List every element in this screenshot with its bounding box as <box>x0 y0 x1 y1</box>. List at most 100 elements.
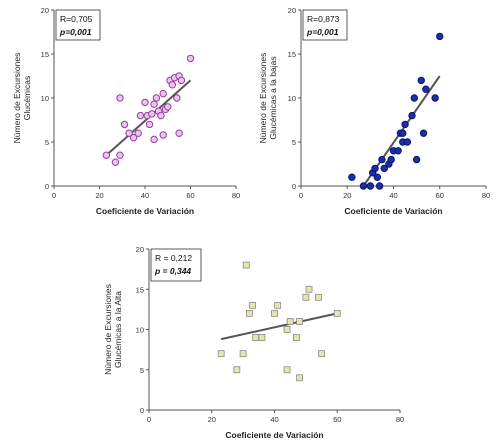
data-point <box>371 164 379 173</box>
data-point <box>366 182 375 190</box>
chart-panel-1: 0 5 10 15 20 0 20 40 60 80 Coeficiente de Variació… <box>12 6 240 216</box>
data-point <box>159 89 167 98</box>
y-tick-label: 20 <box>288 6 296 15</box>
data-point <box>412 155 421 164</box>
data-point <box>116 151 124 159</box>
data-point <box>375 182 384 190</box>
y-tick-label: 10 <box>136 326 144 335</box>
data-point <box>134 129 142 137</box>
data-point <box>186 54 195 63</box>
x-tick-label: 20 <box>95 191 103 200</box>
data-point <box>173 94 181 102</box>
data-point <box>111 158 120 166</box>
data-point <box>436 32 444 41</box>
x-tick-label: 60 <box>333 415 341 424</box>
y-axis-label: Número de ExcursionesGlucémicas <box>12 53 32 144</box>
stats-box <box>302 9 348 41</box>
data-point <box>159 131 167 139</box>
data-point <box>305 285 313 293</box>
y-tick-label: 5 <box>45 138 49 147</box>
y-tick-label: 15 <box>288 50 296 59</box>
data-point <box>348 173 356 181</box>
x-tick-label: 40 <box>389 191 397 200</box>
data-point <box>296 374 304 382</box>
data-point <box>242 261 250 269</box>
data-point <box>403 138 412 146</box>
data-point <box>293 334 300 341</box>
data-point <box>359 182 368 190</box>
data-point <box>150 135 158 144</box>
data-point <box>318 350 325 358</box>
data-point <box>116 94 124 102</box>
x-axis-label: Coeficiente de Variación <box>344 206 442 216</box>
y-axis-label-line: Número de Excursiones <box>258 53 268 144</box>
x-tick-label: 80 <box>482 191 490 200</box>
data-point <box>419 129 428 137</box>
y-axis-label-line: Glucémicas a la Alta <box>113 291 123 368</box>
chart-panel-2: 0 5 10 15 20 0 20 40 60 80 Coeficiente de Variació… <box>258 6 490 216</box>
data-point <box>120 120 129 129</box>
y-axis-label-line: Número de Excursiones <box>103 284 113 375</box>
data-point <box>175 129 183 137</box>
x-tick-label: 0 <box>52 191 56 200</box>
x-tick-label: 40 <box>270 415 278 424</box>
y-tick-label: 10 <box>41 94 49 103</box>
data-point <box>168 81 177 89</box>
y-axis-label-line: Número de Excursiones <box>12 53 22 144</box>
data-point <box>141 98 149 107</box>
data-point <box>177 76 186 85</box>
stats-r-value: R = 0,212 <box>155 253 192 263</box>
data-point <box>217 350 225 358</box>
data-point <box>152 94 161 102</box>
data-point <box>157 111 165 120</box>
regression-line <box>220 312 338 341</box>
data-point <box>286 318 294 325</box>
data-point <box>102 151 111 159</box>
data-point <box>378 155 386 164</box>
x-tick-label: 20 <box>208 415 216 424</box>
stats-p-value: p = 0,344 <box>154 266 191 276</box>
data-point <box>431 94 439 102</box>
data-point <box>394 147 402 155</box>
data-point <box>148 110 156 118</box>
data-point <box>274 301 282 309</box>
data-point <box>249 301 256 309</box>
y-axis-label-line: Glucémicas <box>22 76 32 120</box>
data-point <box>302 293 310 301</box>
data-point <box>408 111 416 120</box>
x-tick-label: 0 <box>299 191 303 200</box>
x-tick-label: 80 <box>232 191 240 200</box>
x-tick-label: 20 <box>343 191 351 200</box>
data-point <box>380 164 388 173</box>
data-point <box>283 326 291 333</box>
y-tick-label: 15 <box>41 50 49 59</box>
y-tick-label: 20 <box>41 6 49 15</box>
y-axis-label: Número de ExcursionesGlucémicas a la baj… <box>258 53 278 144</box>
x-tick-label: 80 <box>396 415 404 424</box>
data-point <box>283 366 291 374</box>
stats-box <box>150 248 202 282</box>
x-tick-label: 0 <box>147 415 151 424</box>
data-point <box>150 100 158 108</box>
data-point <box>252 334 260 341</box>
x-tick-label: 60 <box>436 191 444 200</box>
stats-r-value: R=0,705 <box>60 14 93 24</box>
stats-p-value: p=0,001 <box>59 27 92 37</box>
y-tick-label: 0 <box>140 406 144 415</box>
data-point <box>387 155 395 164</box>
data-point <box>296 318 304 325</box>
y-tick-label: 5 <box>140 366 144 375</box>
data-point <box>315 293 322 301</box>
y-tick-label: 20 <box>136 245 144 254</box>
x-axis-label: Coeficiente de Variación <box>96 206 194 216</box>
y-axis-label-line: Glucémicas a la bajas <box>268 56 278 139</box>
data-point <box>125 129 133 137</box>
data-point <box>245 309 253 317</box>
chart-panel-3: 0 5 10 15 20 0 20 40 60 80 Coeficiente de Variació… <box>103 245 404 440</box>
y-tick-label: 15 <box>136 285 144 294</box>
y-tick-label: 0 <box>45 182 49 191</box>
data-point <box>233 366 241 374</box>
x-tick-label: 40 <box>141 191 149 200</box>
stats-r-value: R=0,873 <box>307 14 340 24</box>
data-point <box>410 94 419 102</box>
